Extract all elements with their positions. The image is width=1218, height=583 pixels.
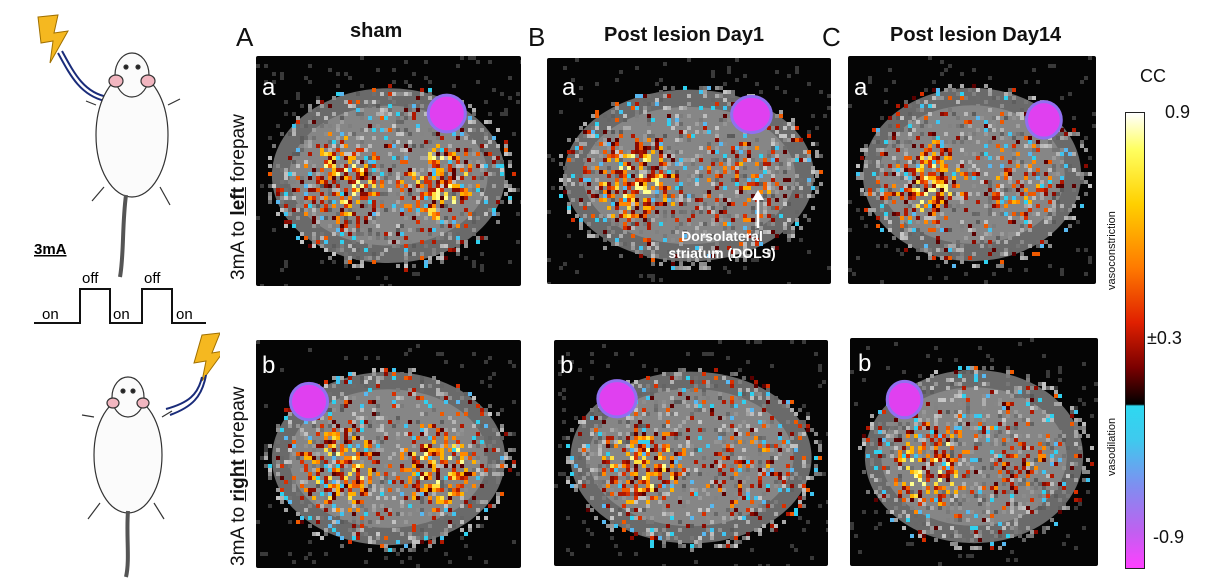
panel-letter-b: B [528,22,546,52]
scan-day14-left [848,56,1096,284]
column-title-day1: Post lesion Day1 [604,24,765,46]
scan-day1-right [554,340,828,566]
scan-day14-right [850,338,1098,566]
sublabel-b: b [858,350,872,377]
lightning-bolt-icon [193,332,220,382]
row-label-left: 3mA to left forepaw [228,114,249,280]
stim-current-label: 3mA [34,241,67,258]
arrow-up-icon [752,190,764,228]
row-label-right: 3mA to right forepaw [228,386,249,566]
panel-letter-c: C [822,22,841,52]
panel-letter-a: A [236,22,254,52]
stim-off-2: off [144,270,161,287]
rat-top-icon [85,52,181,278]
stim-waveform [34,288,206,324]
scan-sham-right [256,340,521,568]
column-title-sham: sham [350,20,403,42]
column-title-day14: Post lesion Day14 [890,24,1062,46]
colorbar-lower-label: vasodilation [1106,417,1118,476]
electrode-wire-icon [57,52,106,102]
scan-sham-left [256,56,521,286]
sublabel-a: a [262,74,276,101]
stim-on-3: on [176,306,193,323]
scan-day1-left [547,58,831,284]
sublabel-a: a [854,74,868,101]
colorbar [1125,112,1145,569]
colorbar-min: -0.9 [1153,527,1185,547]
dols-annotation: Dorsolateral striatum (DOLS) [668,228,776,261]
stim-off-1: off [82,270,99,287]
sublabel-b: b [560,352,574,379]
colorbar-title: CC [1140,66,1166,86]
colorbar-threshold: ±0.3 [1147,328,1182,348]
stimulus-illustration: 3mA on off on off on [34,14,220,578]
rat-bottom-icon [81,376,173,578]
stim-on-1: on [42,306,59,323]
colorbar-upper-label: vasoconstriction [1106,211,1118,290]
colorbar-max: 0.9 [1165,102,1191,122]
stim-on-2: on [113,306,130,323]
sublabel-b: b [262,352,276,379]
lightning-bolt-icon [37,14,69,64]
sublabel-a: a [562,74,576,101]
